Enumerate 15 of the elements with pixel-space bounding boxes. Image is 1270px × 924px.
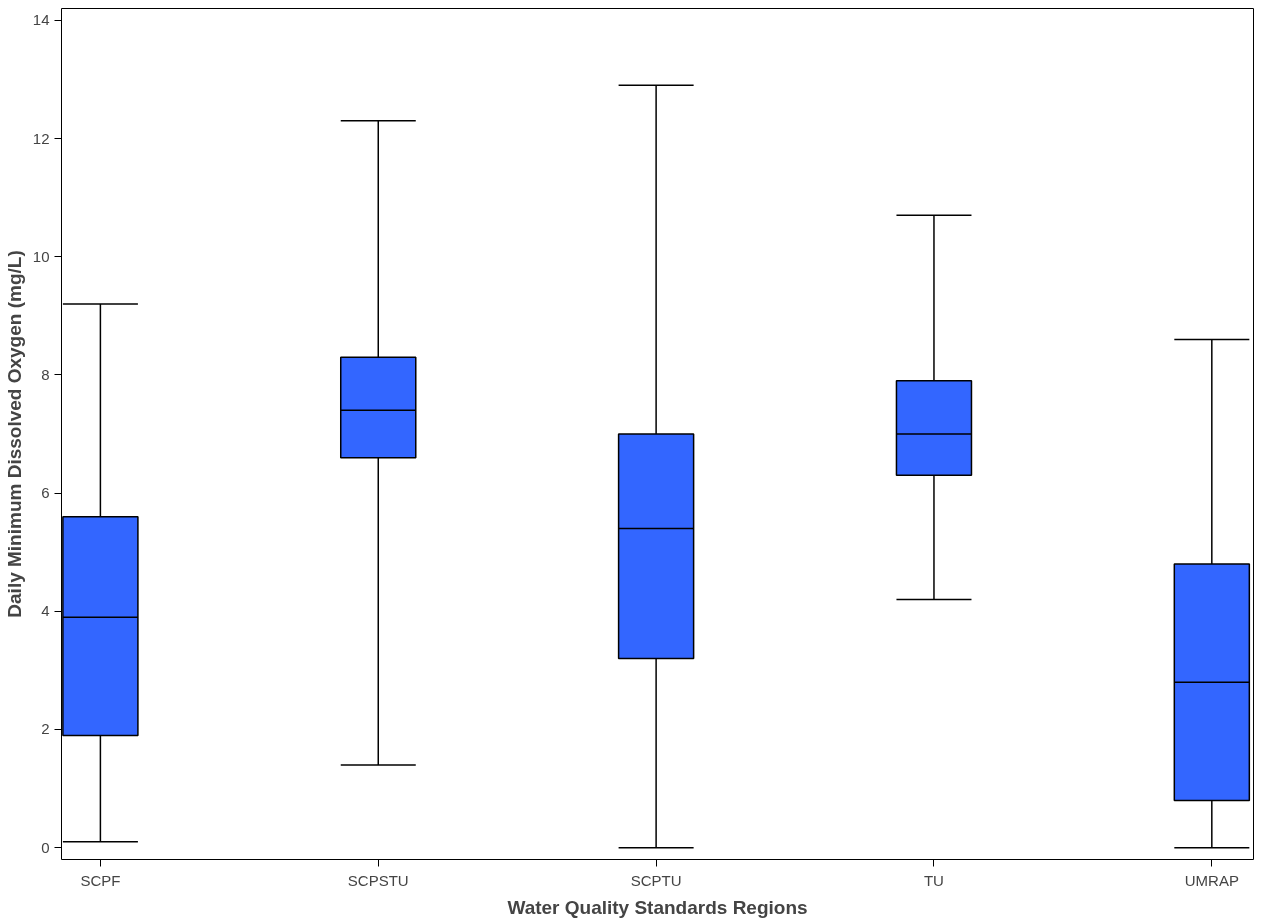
- x-tick-label: SCPTU: [630, 871, 682, 889]
- x-tick-label: SCPSTU: [347, 871, 409, 889]
- x-tick-label: UMRAP: [1184, 871, 1239, 889]
- y-tick-label: 8: [41, 365, 50, 383]
- y-tick-label: 12: [32, 129, 50, 147]
- y-tick-label: 0: [41, 838, 50, 856]
- y-tick-label: 2: [41, 720, 50, 738]
- y-tick-label: 10: [32, 247, 50, 265]
- y-tick-label: 4: [41, 602, 50, 620]
- x-axis-title: Water Quality Standards Regions: [507, 896, 808, 918]
- y-axis-title: Daily Minimum Dissolved Oxygen (mg/L): [3, 250, 25, 618]
- y-tick-label: 6: [41, 484, 50, 502]
- x-tick-label: TU: [923, 871, 944, 889]
- y-tick-label: 14: [32, 11, 50, 29]
- x-tick-label: SCPF: [80, 871, 121, 889]
